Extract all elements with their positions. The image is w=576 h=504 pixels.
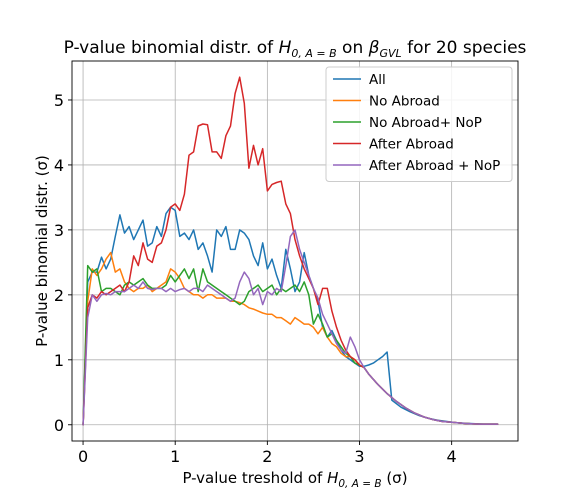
series-lines [82,76,499,426]
y-tick-label: 1 [54,351,64,370]
title-h-subscript: 0, A = B [291,47,336,60]
y-tick-label: 4 [54,156,64,175]
series-line-0 [82,206,499,426]
legend-entry-label: No Abroad [369,94,440,110]
chart-title: P-value binomial distr. of H0, A = B on … [64,38,527,60]
xlabel-text-part: (σ) [382,469,408,487]
x-tick-label: 0 [78,447,88,466]
title-h-symbol: H [279,38,292,58]
x-tick-label: 2 [262,447,272,466]
y-tick-label: 2 [54,286,64,305]
x-tick-label: 4 [447,447,457,466]
y-tick-label: 3 [54,221,64,240]
xlabel-h-symbol: H [327,469,338,487]
series-line-4 [82,229,499,426]
legend-entry-label: All [369,72,386,88]
xlabel-text-part: P-value treshold of [182,469,327,487]
y-tick-label: 0 [54,416,64,435]
title-beta-symbol: β [368,38,380,58]
plot-area-frame [71,60,519,442]
legend-entry-label: After Abroad + NoP [369,158,500,174]
legend-entry-label: After Abroad [369,137,454,153]
x-axis-label: P-value treshold of H0, A = B (σ) [182,469,407,490]
title-text-part: P-value binomial distr. of [64,38,279,58]
x-tick-label: 3 [354,447,364,466]
y-tick-label: 5 [54,91,64,110]
axis-ticks: 0 1 2 3 4 0 1 2 3 4 5 [54,91,457,466]
legend-entry-label: No Abroad+ NoP [369,115,482,131]
title-text-part: for 20 species [402,38,527,58]
x-tick-label: 1 [170,447,180,466]
title-text-part: on [337,38,369,58]
legend-box [325,66,513,182]
y-axis-label: P-value binomial distr. (σ) [33,155,51,347]
xlabel-h-subscript: 0, A = B [338,478,381,490]
title-beta-subscript: GVL [380,47,402,60]
legend: All No Abroad No Abroad+ NoP After Abroad Af… [325,66,513,182]
